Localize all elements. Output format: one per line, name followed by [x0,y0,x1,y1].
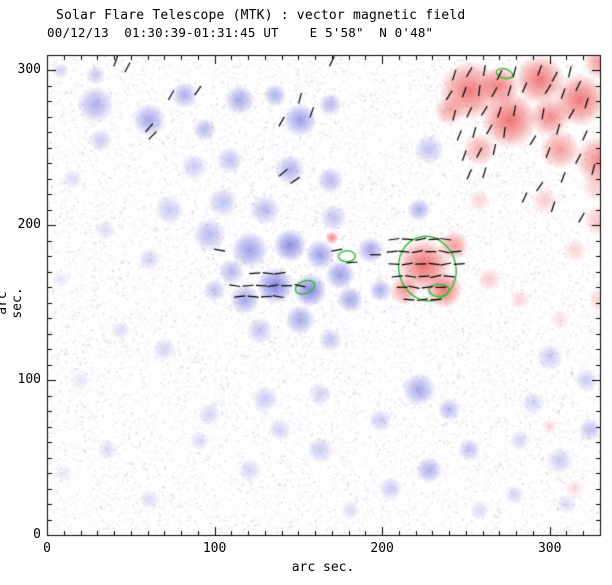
x-tick-label: 300 [537,541,562,556]
y-tick-label: 300 [17,62,41,78]
y-tick-label: 0 [33,527,41,542]
x-tick-label: 0 [43,541,51,556]
x-tick-label: 200 [370,541,394,556]
chart-title: Solar Flare Telescope (MTK) : vector mag… [56,8,466,23]
y-axis-label: arc sec. [0,287,25,319]
x-axis-label: arc sec. [291,560,355,575]
y-tick-label: 100 [17,372,41,388]
chart-subtitle: 00/12/13 01:30:39-01:31:45 UT E 5'58" N … [47,25,434,40]
y-tick-label: 200 [17,217,41,233]
x-tick-label: 100 [202,541,227,556]
